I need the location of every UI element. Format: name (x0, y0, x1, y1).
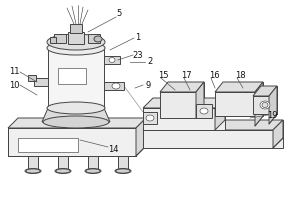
Ellipse shape (146, 115, 154, 121)
Bar (58, 68, 86, 84)
Bar (34, 78, 48, 86)
Text: 11: 11 (9, 68, 19, 76)
Bar (28, 75, 36, 81)
Bar (143, 112, 157, 124)
Polygon shape (269, 86, 277, 124)
Bar (104, 56, 120, 64)
Ellipse shape (25, 168, 41, 173)
Ellipse shape (112, 83, 120, 89)
Ellipse shape (47, 34, 105, 50)
Polygon shape (215, 98, 225, 130)
Bar (50, 37, 56, 43)
Bar (28, 156, 38, 170)
Text: 19: 19 (267, 110, 277, 119)
Ellipse shape (200, 108, 208, 114)
Bar (253, 96, 277, 114)
Ellipse shape (260, 101, 270, 109)
Polygon shape (255, 82, 263, 126)
Text: 9: 9 (146, 80, 151, 90)
Text: 15: 15 (158, 72, 168, 80)
Polygon shape (136, 118, 146, 156)
Polygon shape (160, 82, 204, 92)
Ellipse shape (262, 102, 268, 108)
Bar (88, 34, 100, 43)
Bar (8, 128, 136, 156)
Text: 23: 23 (133, 50, 143, 60)
Text: 18: 18 (235, 72, 245, 80)
Text: 5: 5 (116, 9, 122, 19)
Bar (104, 82, 124, 90)
Bar (88, 156, 98, 170)
Bar (18, 138, 78, 152)
Text: 14: 14 (108, 144, 118, 154)
Bar (54, 34, 66, 43)
Ellipse shape (47, 41, 105, 55)
Bar (196, 104, 212, 118)
Bar (160, 92, 196, 118)
Ellipse shape (55, 168, 71, 173)
Polygon shape (253, 86, 277, 96)
Polygon shape (215, 82, 263, 92)
Bar (48, 48, 104, 108)
Bar (68, 32, 84, 44)
Text: 16: 16 (209, 72, 219, 80)
Text: 1: 1 (135, 33, 141, 43)
Ellipse shape (43, 116, 109, 128)
Ellipse shape (109, 58, 115, 62)
Polygon shape (273, 120, 283, 148)
Polygon shape (196, 82, 204, 118)
Bar (143, 130, 283, 148)
Ellipse shape (47, 102, 105, 114)
Bar (215, 92, 255, 116)
Text: 2: 2 (147, 58, 153, 66)
Text: 17: 17 (181, 72, 191, 80)
Bar (70, 24, 82, 33)
Bar (58, 156, 68, 170)
Polygon shape (42, 108, 110, 122)
Polygon shape (143, 120, 283, 130)
Polygon shape (143, 98, 225, 108)
Bar (143, 108, 225, 130)
Polygon shape (8, 118, 146, 128)
Ellipse shape (115, 168, 131, 173)
Ellipse shape (85, 168, 101, 173)
Ellipse shape (94, 36, 102, 42)
Bar (118, 156, 128, 170)
Text: 10: 10 (9, 80, 19, 90)
